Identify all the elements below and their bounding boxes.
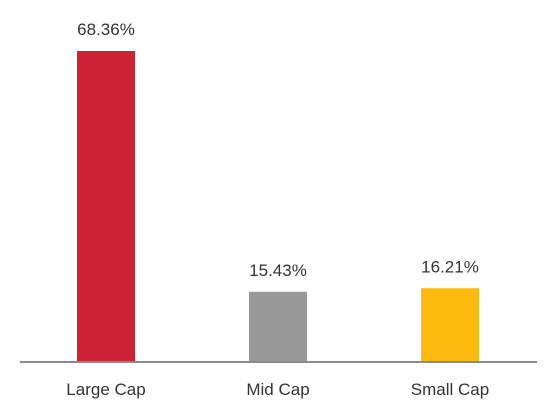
x-tick-labels-group: Large Cap Mid Cap Small Cap [66, 380, 489, 399]
data-label-large-cap: 68.36% [77, 20, 135, 39]
bars-group [77, 51, 479, 362]
bar-large-cap [77, 51, 135, 362]
data-label-small-cap: 16.21% [421, 257, 479, 276]
data-label-mid-cap: 15.43% [249, 261, 307, 280]
bar-small-cap [421, 288, 479, 362]
data-labels-group: 68.36% 15.43% 16.21% [77, 20, 479, 280]
bar-mid-cap [249, 291, 307, 362]
x-tick-label-small-cap: Small Cap [411, 380, 489, 399]
x-tick-label-mid-cap: Mid Cap [246, 380, 309, 399]
x-tick-label-large-cap: Large Cap [66, 380, 145, 399]
